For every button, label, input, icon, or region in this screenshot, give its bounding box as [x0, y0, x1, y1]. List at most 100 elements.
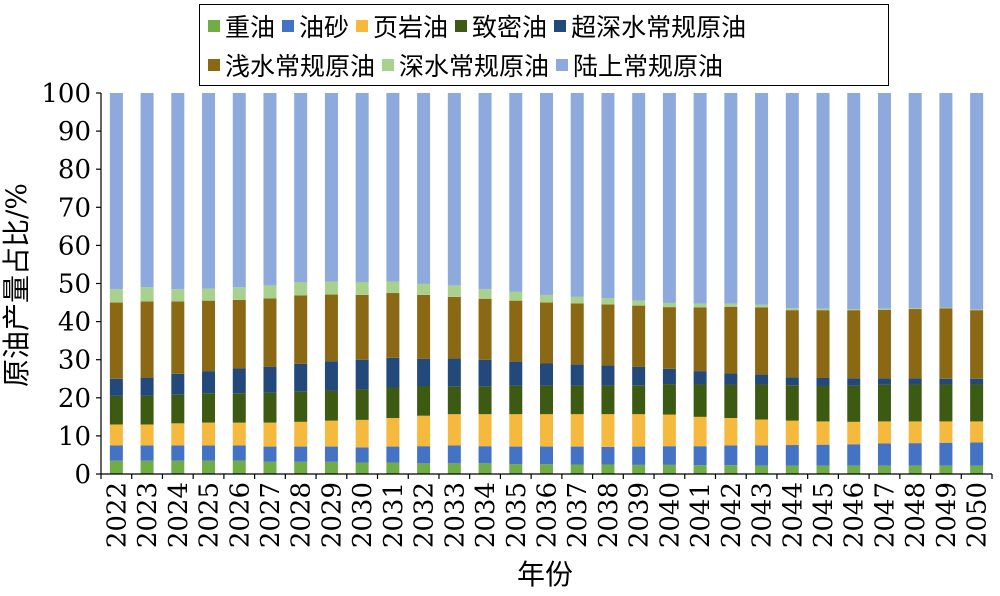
bar-segment	[908, 421, 922, 444]
bar-segment	[109, 289, 123, 303]
bar-segment	[724, 384, 738, 418]
x-tick-label: 2031	[379, 482, 409, 548]
bar-segment	[970, 93, 984, 310]
bar-segment	[324, 420, 338, 447]
bar-segment	[540, 385, 553, 415]
bar-segment	[324, 361, 338, 391]
bar-segment	[785, 308, 799, 311]
y-tick-label: 40	[58, 308, 91, 338]
bar-segment	[816, 444, 830, 466]
y-tick-label: 0	[74, 460, 91, 490]
bar-segment	[202, 460, 216, 474]
bar-segment	[693, 93, 707, 304]
bar-segment	[693, 371, 707, 385]
bar-segment	[478, 386, 492, 415]
bar-segment	[447, 463, 461, 474]
y-tick-label: 70	[58, 193, 91, 223]
x-tick-label: 2038	[594, 482, 624, 548]
legend-label: 页岩油	[373, 13, 449, 42]
bar-segment	[877, 421, 891, 444]
bar-segment	[232, 460, 246, 474]
bar-segment	[601, 385, 615, 415]
bar-segment	[939, 421, 953, 443]
legend: 重油 油砂 页岩油 致密油 超深水常规原油 浅水常规原油 深水常规原油 陆上常规原油	[199, 4, 889, 86]
bar-segment	[724, 306, 738, 374]
bar-segment	[447, 386, 461, 415]
bar-segment	[324, 390, 338, 421]
bar-segment	[294, 295, 308, 364]
legend-swatch	[554, 20, 567, 32]
legend-label: 油砂	[299, 13, 350, 42]
bar-stack-2044	[785, 93, 799, 474]
bar-segment	[263, 285, 277, 299]
bar-segment	[755, 307, 769, 375]
bar-segment	[509, 385, 523, 415]
bar-segment	[447, 358, 461, 387]
bar-segment	[847, 309, 861, 311]
bar-stack-2042	[724, 93, 738, 474]
y-tick-label: 60	[58, 231, 91, 261]
legend-label: 陆上常规原油	[573, 52, 724, 81]
bar-segment	[570, 364, 584, 386]
bar-segment	[447, 93, 461, 286]
bar-segment	[632, 385, 646, 415]
bar-segment	[785, 420, 799, 446]
bar-segment	[478, 463, 492, 474]
bar-segment	[171, 373, 185, 395]
bar-segment	[785, 310, 799, 378]
legend-label: 深水常规原油	[399, 52, 550, 81]
bar-segment	[908, 93, 922, 309]
bar-segment	[908, 308, 922, 310]
bar-segment	[294, 391, 308, 422]
bar-segment	[908, 443, 922, 466]
bar-stack-2040	[662, 93, 676, 474]
legend-label: 重油	[225, 13, 276, 42]
bar-segment	[816, 310, 830, 378]
legend-item: 页岩油	[356, 8, 448, 44]
bar-segment	[540, 414, 553, 447]
bar-segment	[939, 465, 953, 474]
y-axis-title: 原油产量占比/%	[0, 183, 33, 387]
bar-segment	[816, 308, 830, 311]
bar-segment	[662, 368, 676, 385]
legend-item: 深水常规原油	[382, 47, 549, 83]
legend-row: 浅水常规原油 深水常规原油 陆上常规原油	[208, 46, 730, 84]
bar-segment	[939, 384, 953, 422]
bar-segment	[140, 445, 154, 461]
bar-segment	[386, 93, 400, 282]
bar-segment	[724, 417, 738, 446]
bar-segment	[263, 422, 277, 447]
bar-segment	[785, 385, 799, 421]
bar-segment	[816, 385, 830, 422]
bar-segment	[417, 446, 431, 464]
bar-segment	[662, 384, 676, 415]
bar-segment	[386, 357, 400, 388]
bar-segment	[601, 446, 615, 465]
bar-segment	[140, 93, 154, 288]
bar-segment	[785, 93, 799, 309]
bar-stack-2026	[232, 93, 246, 474]
bar-segment	[478, 446, 492, 464]
x-tick-label: 2033	[440, 482, 470, 548]
x-tick-label: 2037	[563, 482, 593, 548]
x-tick-label: 2045	[809, 482, 839, 548]
bar-stack-2050	[970, 93, 984, 474]
bar-segment	[724, 93, 738, 304]
bar-segment	[847, 378, 861, 386]
bar-segment	[447, 414, 461, 446]
bar-segment	[417, 415, 431, 447]
bar-segment	[478, 289, 492, 299]
bar-segment	[355, 294, 369, 360]
x-tick-label: 2047	[870, 482, 900, 548]
bar-segment	[939, 378, 953, 385]
bar-segment	[877, 309, 891, 379]
bar-segment	[294, 282, 308, 296]
bar-segment	[970, 309, 984, 311]
legend-item: 浅水常规原油	[208, 47, 375, 83]
bar-segment	[847, 385, 861, 422]
bar-segment	[601, 464, 615, 474]
bar-segment	[755, 445, 769, 466]
bar-segment	[294, 461, 308, 474]
bar-segment	[202, 393, 216, 423]
bar-stack-2045	[816, 93, 830, 474]
